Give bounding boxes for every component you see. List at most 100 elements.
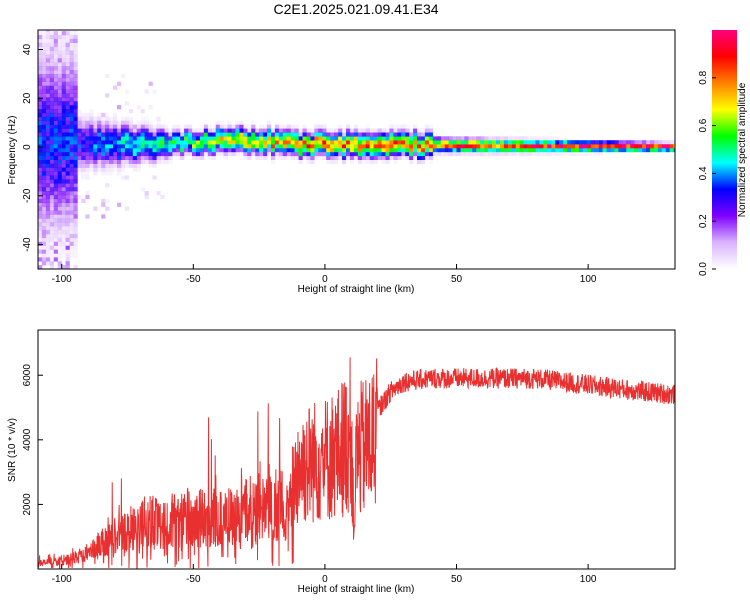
spectrogram-cell [274,140,280,145]
spectrogram-cell [203,124,208,129]
spectrogram-cell [330,128,335,133]
spectrogram-cell [73,265,78,269]
spectrogram-cell [586,148,591,153]
spectrogram-cell [49,46,54,51]
spectrogram-cell [571,144,576,149]
spectrogram-cell [290,132,295,137]
spectrogram-cell [172,144,177,149]
spectrogram-cell [140,140,145,145]
spectrogram-cell [199,151,205,157]
spectrogram-cell [219,144,224,149]
spectrogram-cell [65,97,70,102]
spectrogram-cell [294,155,299,160]
spectrogram-cell [41,112,47,118]
spectrogram-cell [45,89,51,94]
spectrogram-cell [472,144,477,149]
spectrogram-cell [73,97,78,102]
spectrogram-cell [476,151,481,157]
spectrogram-cell [377,140,382,145]
spectrogram-cell [77,155,82,160]
spectrogram-cell [421,128,426,133]
spectrogram-cell [223,144,228,149]
spectrogram-cell [65,230,70,235]
spectrogram-cell [41,109,47,114]
spectrogram-cell [61,46,66,51]
spectrogram-cell [65,30,70,32]
spectrogram-cell [207,148,212,153]
spectrogram-cell [318,124,323,129]
spectrogram-cell [417,155,422,160]
spectrogram-cell [306,140,311,145]
spectrogram-cell [243,124,248,129]
spectrogram-cell [61,245,66,250]
spectrogram-cell [140,128,145,133]
spectrogram-cell [85,136,90,141]
spectrogram-cell [45,66,51,71]
spectrogram-cell [41,105,47,110]
y-tick-label: 2000 [22,493,33,516]
spectrogram-cell [263,136,268,141]
spectrogram-cell [642,144,647,149]
spectrogram-cell [369,140,374,145]
spectrogram-cell [180,140,185,145]
spectrogram-cell [81,144,86,149]
spectrogram-cell [61,253,66,258]
spectrogram-cell [144,136,149,141]
spectrogram-cell [57,42,62,47]
spectrogram-cell [646,148,651,153]
spectrogram-cell [65,214,70,219]
spectrogram-cell [57,206,62,211]
spectrogram-cell [661,140,666,145]
spectrogram-cell [409,144,414,149]
spectrogram-cell [547,136,552,141]
spectrogram-cell [239,120,244,125]
spectrogram-cell [602,148,607,153]
spectrogram-cell [503,151,509,157]
spectrogram-cell [322,144,327,149]
spectrogram-cell [409,148,414,153]
spectrogram-cell [393,151,398,157]
spectrogram-cell [563,140,568,145]
spectrogram-cell [432,151,437,157]
spectrogram-cell [535,136,540,141]
spectrogram-cell [259,128,264,133]
spectrogram-cell [195,151,201,157]
spectrogram-cell [65,54,70,59]
spectrogram-cell [278,136,283,141]
spectrogram-cell [41,58,47,63]
spectrogram-cell [69,66,74,71]
spectrogram-cell [128,136,133,141]
spectrogram-cell [271,136,276,141]
spectrogram-cell [180,144,185,149]
spectrogram-cell [73,120,78,125]
spectrogram-cell [440,144,445,149]
spectrogram-cell [373,148,378,153]
spectrogram-cell [53,218,58,223]
spectrogram-cell [492,148,497,153]
spectrogram-cell [310,136,315,141]
spectrogram-cell [413,148,418,153]
spectrogram-cell [361,148,366,153]
spectrogram-cell [172,148,177,153]
spectrogram-cell [81,159,86,164]
spectrogram-cell [385,128,390,133]
spectrogram-cell [124,140,130,145]
spectrogram-cell [203,144,208,149]
spectrogram-cell [326,148,331,153]
spectrogram-cell [152,132,157,137]
spectrogram-cell [49,116,54,121]
spectrogram-cell [85,163,90,168]
spectrogram-cell [85,191,90,196]
spectrogram-cell [69,194,74,200]
spectrogram-cell [45,101,51,106]
spectrogram-cell [124,120,130,125]
spectrogram-cell [61,66,66,71]
spectrogram-cell [97,144,102,149]
spectrogram-cell [267,132,272,137]
spectrogram-cell [373,128,378,133]
spectrogram-cell [69,81,74,86]
spectrogram-cell [81,155,86,160]
spectrogram-cell [38,140,43,145]
spectrogram-cell [61,85,66,90]
spectrogram-cell [49,253,54,258]
